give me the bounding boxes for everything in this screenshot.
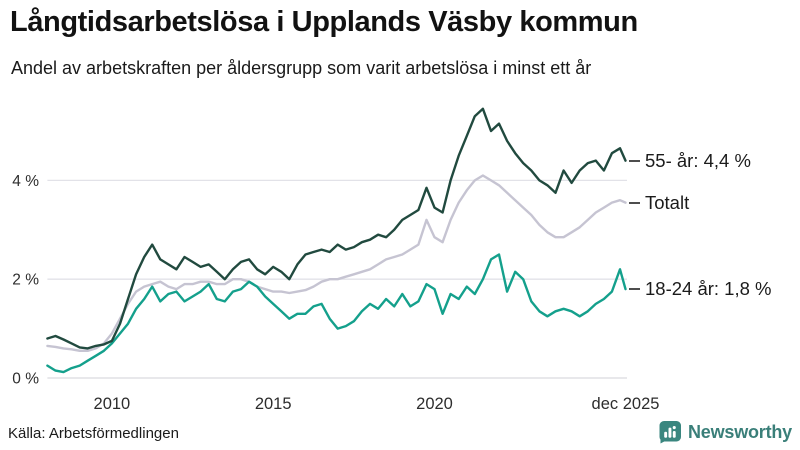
y-tick-label: 4 % xyxy=(12,173,39,190)
x-tick-label: dec 2025 xyxy=(592,395,660,413)
page-subtitle: Andel av arbetskraften per åldersgrupp s… xyxy=(11,58,592,78)
series-end-label-18-24 år: 18-24 år: 1,8 % xyxy=(629,277,772,301)
source-note: Källa: Arbetsförmedlingen xyxy=(8,425,179,442)
brand-footer: Newsworthy xyxy=(658,420,792,444)
brand-name: Newsworthy xyxy=(687,421,792,442)
x-tick-label: 2010 xyxy=(94,395,131,413)
series-label-text: Totalt xyxy=(645,192,690,213)
newsworthy-logo-icon xyxy=(659,421,681,444)
series-label-text: 55- år: 4,4 % xyxy=(645,150,751,171)
label-tick-dash xyxy=(629,160,640,162)
label-tick-dash xyxy=(629,288,640,290)
series-label-text: 18-24 år: 1,8 % xyxy=(645,278,772,299)
series-end-label-55- år: 55- år: 4,4 % xyxy=(629,149,751,173)
line-Totalt xyxy=(46,174,627,352)
series-end-label-Totalt: Totalt xyxy=(629,191,689,215)
y-tick-label: 0 % xyxy=(12,371,39,388)
x-tick-label: 2020 xyxy=(416,395,453,413)
x-tick-label: 2015 xyxy=(255,395,292,413)
label-tick-dash xyxy=(629,202,640,204)
line-18-24 år xyxy=(46,253,627,374)
y-tick-label: 2 % xyxy=(12,272,39,289)
line-55- år xyxy=(46,107,627,350)
page-title: Långtidsarbetslösa i Upplands Väsby komm… xyxy=(10,6,638,38)
